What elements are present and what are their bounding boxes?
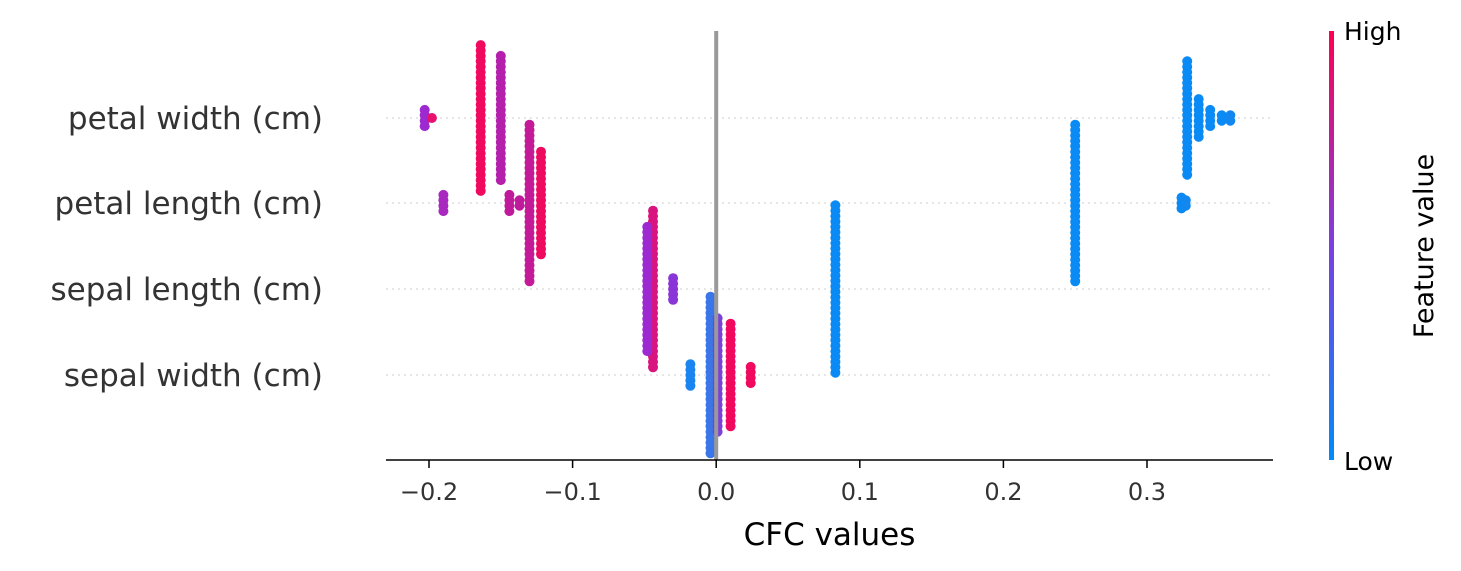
data-point (514, 200, 525, 211)
data-point (475, 185, 486, 196)
data-point (1180, 200, 1191, 211)
data-point (419, 121, 430, 132)
data-point (1216, 115, 1227, 126)
data-point (1205, 121, 1216, 132)
data-point (745, 378, 756, 389)
data-point (495, 175, 506, 186)
colorbar-low-label: Low (1344, 447, 1393, 476)
data-point (705, 448, 716, 459)
data-point (536, 249, 546, 260)
data-point (830, 367, 841, 378)
data-point (642, 346, 653, 357)
colorbar-bar (1329, 31, 1334, 460)
data-point (1193, 131, 1204, 142)
colorbar-title: Feature value (1409, 154, 1440, 338)
data-point (685, 380, 696, 391)
data-point (524, 276, 535, 287)
feature-labels: petal width (cm) petal length (cm) sepal l… (51, 101, 323, 394)
x-tick-label: 0.3 (1128, 478, 1166, 506)
data-point (1182, 169, 1193, 180)
x-tick-label: 0.2 (984, 478, 1022, 506)
feature-label: sepal width (cm) (64, 358, 323, 394)
x-tick-label: 0.1 (841, 478, 879, 506)
x-tick-label: 0.0 (697, 478, 735, 506)
x-axis: −0.2 −0.1 0.0 0.1 0.2 0.3 CFC values (386, 459, 1273, 553)
row-gridlines (386, 117, 1273, 376)
colorbar: High Low Feature value (1329, 17, 1440, 476)
data-point (725, 421, 736, 432)
data-point (1225, 115, 1236, 126)
x-tick-label: −0.1 (543, 478, 601, 506)
feature-label: petal length (cm) (55, 186, 323, 222)
colorbar-high-label: High (1344, 17, 1401, 46)
x-ticks: −0.2 −0.1 0.0 0.1 0.2 0.3 (400, 460, 1166, 506)
data-point (668, 294, 679, 305)
feature-label: petal width (cm) (68, 101, 323, 137)
data-point (426, 113, 437, 123)
feature-label: sepal length (cm) (51, 272, 323, 308)
data-point (438, 206, 449, 217)
x-tick-label: −0.2 (400, 478, 458, 506)
data-point (1070, 276, 1081, 287)
data-point (648, 362, 658, 373)
x-axis-title: CFC values (744, 517, 916, 553)
data-points (419, 40, 1236, 459)
data-point (504, 206, 515, 217)
